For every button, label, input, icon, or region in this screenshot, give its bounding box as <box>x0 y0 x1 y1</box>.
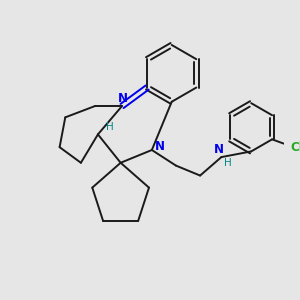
Text: Cl: Cl <box>290 141 300 154</box>
Text: N: N <box>118 92 128 105</box>
Text: N: N <box>214 142 224 156</box>
Text: H: H <box>106 122 114 132</box>
Text: H: H <box>224 158 232 168</box>
Text: N: N <box>155 140 165 153</box>
